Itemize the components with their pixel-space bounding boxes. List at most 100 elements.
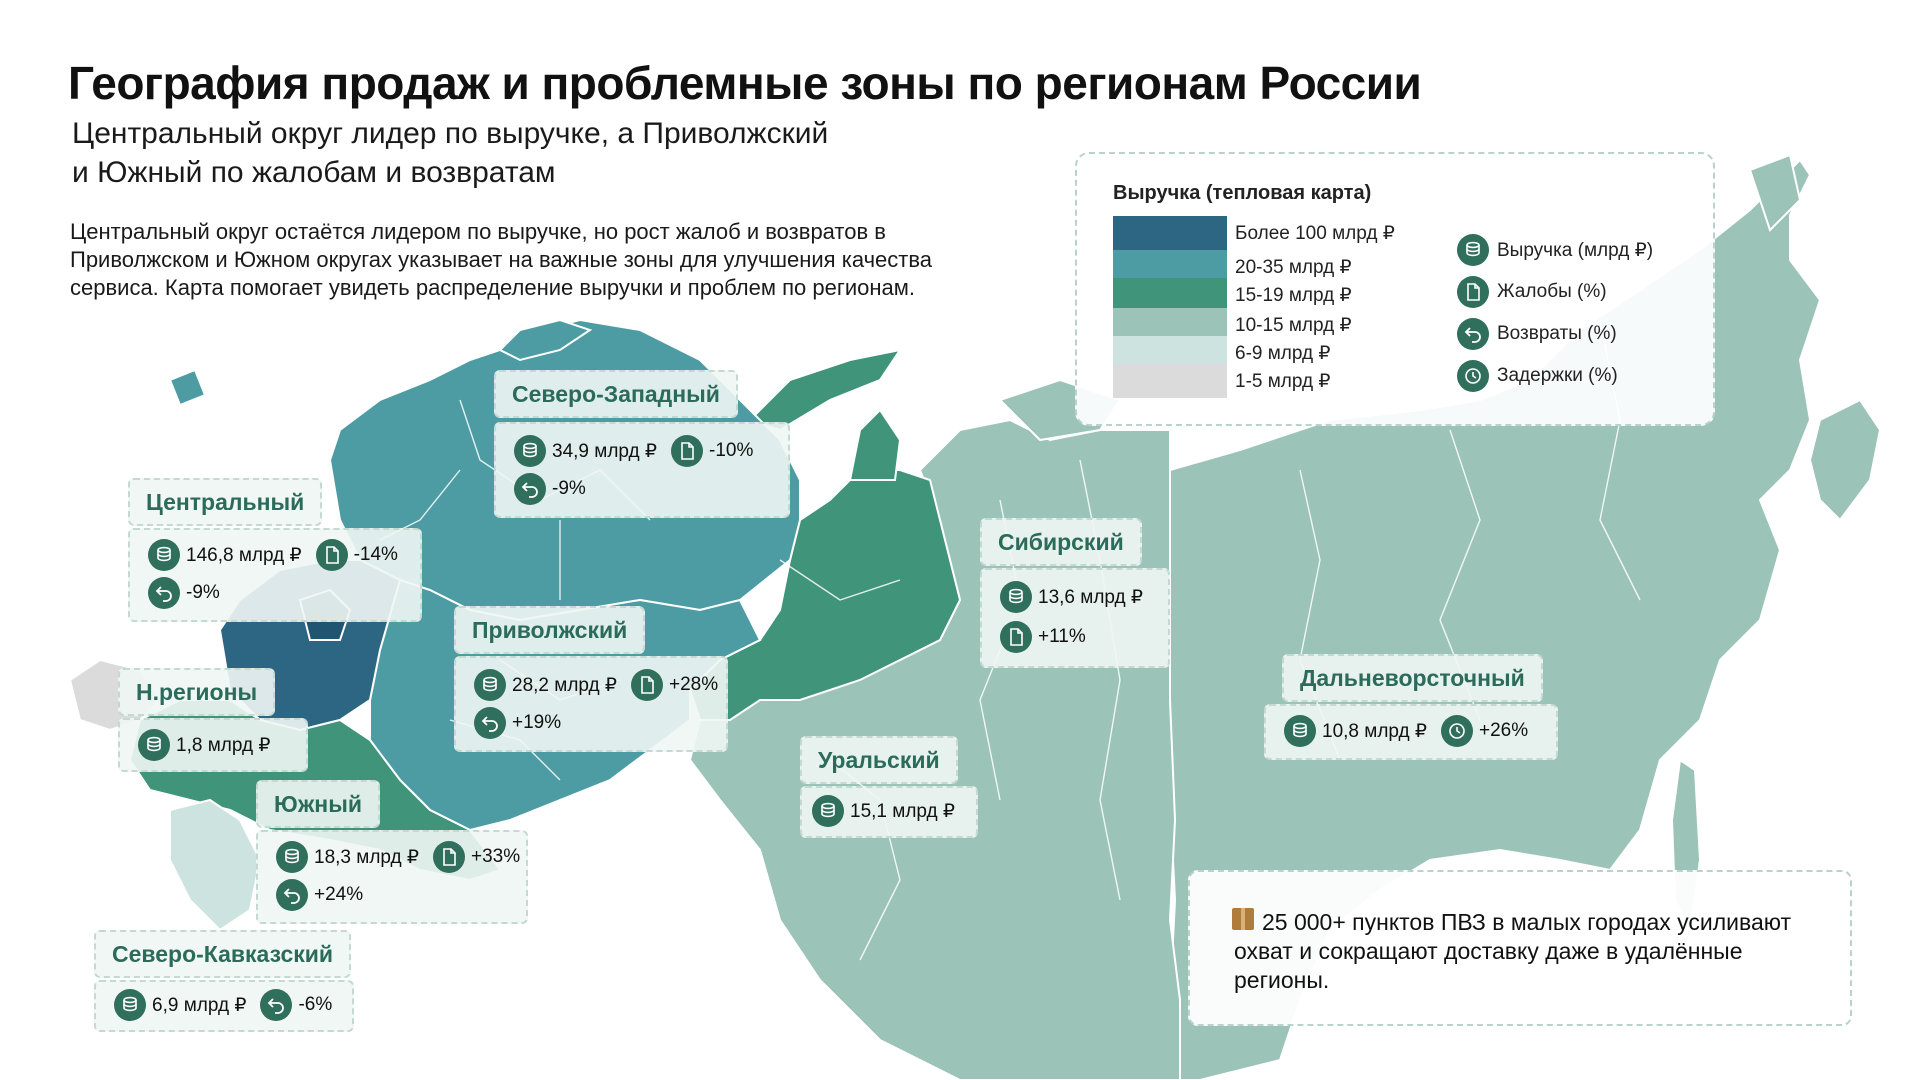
legend-icon-row: Возвраты (%) — [1457, 316, 1617, 352]
stat-row: 15,1 млрд ₽ — [812, 794, 969, 828]
heat-swatch — [1113, 216, 1227, 250]
region-stats-volga: 28,2 млрд ₽ +28% +19% — [454, 656, 728, 752]
kaliningrad-shape — [168, 368, 207, 407]
coins-icon — [812, 795, 844, 827]
region-title-caucasus: Северо-Кавказский — [94, 930, 352, 978]
returns-value: -9% — [186, 582, 220, 603]
legend-heat-row: 20-35 млрд ₽ — [1113, 250, 1352, 284]
stat-row: 28,2 млрд ₽ +28% — [474, 668, 732, 702]
return-icon — [260, 989, 293, 1021]
heat-label: 20-35 млрд ₽ — [1235, 256, 1352, 278]
subtitle-line-2: и Южный по жалобам и возвратам — [72, 156, 556, 189]
return-icon — [276, 879, 308, 911]
legend-icon-row: Задержки (%) — [1457, 358, 1618, 394]
return-icon — [514, 473, 546, 505]
heat-swatch — [1113, 364, 1227, 398]
stat-row: 10,8 млрд ₽ +26% — [1284, 714, 1542, 748]
revenue-value: 28,2 млрд ₽ — [512, 674, 617, 696]
coins-icon — [138, 729, 170, 761]
yamal-shape — [848, 408, 902, 481]
legend-heat-row: 15-19 млрд ₽ — [1113, 278, 1352, 312]
region-stats-south: 18,3 млрд ₽ +33% +24% — [256, 830, 528, 924]
region-title-central: Центральный — [128, 478, 323, 526]
document-icon — [315, 539, 348, 571]
revenue-value: 6,9 млрд ₽ — [152, 994, 247, 1016]
subtitle-line-1: Центральный округ лидер по выручке, а Пр… — [72, 117, 829, 150]
revenue-value: 13,6 млрд ₽ — [1038, 586, 1143, 608]
stat-row: 1,8 млрд ₽ — [138, 728, 284, 762]
clock-icon — [1457, 360, 1489, 392]
legend: Выручка (тепловая карта) Более 100 млрд … — [1075, 152, 1715, 426]
heat-label: Более 100 млрд ₽ — [1235, 222, 1395, 244]
return-icon — [474, 707, 506, 739]
revenue-value: 34,9 млрд ₽ — [552, 440, 657, 462]
complaints-value: -10% — [709, 440, 754, 461]
region-title-south: Южный — [256, 780, 380, 828]
legend-title: Выручка (тепловая карта) — [1113, 182, 1372, 204]
region-stats-new: 1,8 млрд ₽ — [118, 718, 308, 772]
region-title-siberia: Сибирский — [980, 518, 1142, 566]
kola-shape — [498, 318, 593, 362]
region-title-northwest: Северо-Западный — [494, 370, 738, 418]
legend-icon-row: Выручка (млрд ₽) — [1457, 232, 1653, 268]
document-icon — [1000, 621, 1032, 653]
revenue-value: 18,3 млрд ₽ — [314, 846, 419, 868]
region-stats-caucasus: 6,9 млрд ₽ -6% — [94, 980, 354, 1032]
document-icon — [1457, 276, 1489, 308]
kamchatka-shape — [1808, 398, 1882, 522]
revenue-value: 15,1 млрд ₽ — [850, 800, 955, 822]
document-icon — [671, 435, 703, 467]
region-title-ural: Уральский — [800, 736, 958, 784]
coins-icon — [1284, 715, 1316, 747]
coins-icon — [1457, 234, 1489, 266]
coins-icon — [148, 539, 180, 571]
complaints-value: -14% — [353, 544, 398, 565]
stat-row: 6,9 млрд ₽ -6% — [114, 988, 346, 1022]
region-caucasus-shape — [169, 798, 262, 932]
page-title: География продаж и проблемные зоны по ре… — [68, 57, 1422, 109]
stat-row: -9% — [514, 472, 600, 506]
legend-icon-label: Возвраты (%) — [1497, 323, 1617, 344]
clock-icon — [1441, 715, 1473, 747]
complaints-value: +28% — [669, 674, 719, 695]
stat-row: +11% — [1000, 620, 1100, 654]
legend-icon-label: Задержки (%) — [1497, 365, 1618, 386]
region-stats-siberia: 13,6 млрд ₽ +11% — [980, 568, 1170, 668]
coins-icon — [276, 841, 308, 873]
revenue-value: 1,8 млрд ₽ — [176, 734, 271, 756]
stat-row: 34,9 млрд ₽ -10% — [514, 434, 767, 468]
subtitle: Центральный округ лидер по выручке, а Пр… — [72, 114, 932, 192]
region-title-fareast: Дальневорсточный — [1282, 654, 1543, 702]
description: Центральный округ остаётся лидером по вы… — [70, 219, 933, 300]
revenue-value: 10,8 млрд ₽ — [1322, 720, 1427, 742]
region-title-new: Н.регионы — [118, 668, 276, 716]
region-stats-northwest: 34,9 млрд ₽ -10% -9% — [494, 422, 790, 518]
stat-row: -9% — [148, 576, 234, 610]
delays-value: +26% — [1479, 720, 1529, 741]
complaints-value: +11% — [1038, 626, 1086, 647]
legend-icon-label: Жалобы (%) — [1497, 281, 1607, 302]
region-title-volga: Приволжский — [454, 606, 646, 654]
heat-swatch — [1113, 278, 1227, 312]
legend-icon-row: Жалобы (%) — [1457, 274, 1607, 310]
document-icon — [433, 841, 465, 873]
region-stats-fareast: 10,8 млрд ₽ +26% — [1264, 704, 1558, 760]
return-icon — [1457, 318, 1489, 350]
legend-heat-row: Более 100 млрд ₽ — [1113, 216, 1395, 250]
returns-value: -6% — [298, 994, 333, 1015]
revenue-value: 146,8 млрд ₽ — [186, 544, 302, 566]
heat-label: 15-19 млрд ₽ — [1235, 284, 1352, 306]
heat-label: 6-9 млрд ₽ — [1235, 342, 1331, 364]
return-icon — [148, 577, 180, 609]
returns-value: -9% — [552, 478, 586, 499]
pvz-note-body: 25 000+ пунктов ПВЗ в малых городах усил… — [1234, 909, 1792, 993]
region-stats-central: 146,8 млрд ₽ -14% -9% — [128, 528, 422, 622]
stat-row: +24% — [276, 878, 377, 912]
stat-row: +19% — [474, 706, 575, 740]
returns-value: +19% — [512, 712, 562, 733]
complaints-value: +33% — [471, 846, 521, 867]
stat-row: 146,8 млрд ₽ -14% — [148, 538, 412, 572]
document-icon — [631, 669, 663, 701]
coins-icon — [1000, 581, 1032, 613]
region-stats-ural: 15,1 млрд ₽ — [800, 786, 978, 838]
